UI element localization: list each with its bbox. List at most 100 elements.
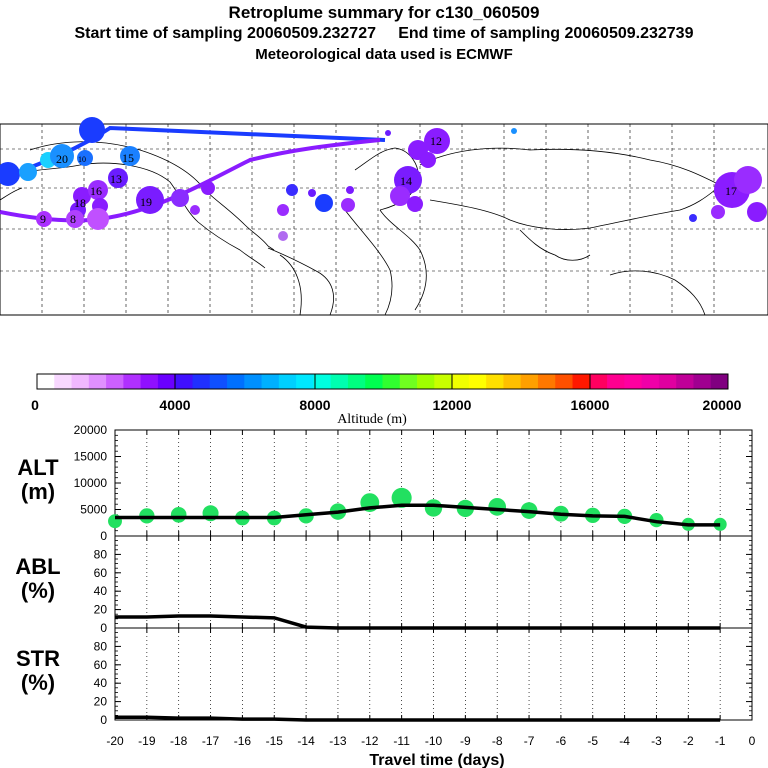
map-marker xyxy=(120,146,140,166)
y-tick-label: 0 xyxy=(100,713,107,727)
colorbar-cell xyxy=(486,374,504,389)
map-marker xyxy=(734,166,762,194)
map-label-15: 15 xyxy=(122,151,134,165)
colorbar-cell xyxy=(157,374,176,389)
map-marker xyxy=(390,186,410,206)
map-marker xyxy=(190,205,200,215)
map-marker xyxy=(88,180,108,200)
panel-ylabel: ALT xyxy=(17,455,59,480)
map-marker xyxy=(385,130,391,136)
map-label-14: 14 xyxy=(400,174,412,188)
alt-median-line xyxy=(115,503,721,527)
x-tick-label: -19 xyxy=(138,734,156,748)
colorbar-tick: 20000 xyxy=(703,397,742,413)
colorbar-cell xyxy=(209,374,228,389)
map-marker xyxy=(315,194,333,212)
panel-alt: 20000 15000 10000 5000 0 ALT(m) xyxy=(17,423,753,543)
met-data-text: Meteorological data used is ECMWF xyxy=(255,46,513,63)
colorbar-cell xyxy=(417,374,435,389)
colorbar-tick: 4000 xyxy=(159,397,190,413)
alt-point xyxy=(424,499,443,517)
colorbar-cell xyxy=(451,374,470,389)
map-marker xyxy=(73,187,91,205)
map-label-12: 12 xyxy=(430,134,442,148)
map-marker xyxy=(36,211,52,227)
panel-str: 80 60 40 20 0 STR(%) xyxy=(16,627,753,727)
map-label-19: 19 xyxy=(140,195,152,209)
y-tick-label: 60 xyxy=(94,658,108,672)
colorbar-tick: 0 xyxy=(31,397,39,413)
colorbar-cell xyxy=(503,374,522,389)
colorbar-cell xyxy=(106,374,124,389)
y-tick-label: 40 xyxy=(94,584,108,598)
panel-ylabel: (%) xyxy=(21,670,55,695)
map-marker xyxy=(689,214,697,222)
map-marker xyxy=(136,186,164,214)
alt-point xyxy=(170,507,187,523)
x-tick-label: -10 xyxy=(425,734,443,748)
map-marker xyxy=(286,184,298,196)
map-marker xyxy=(424,128,450,154)
colorbar-cell xyxy=(434,374,453,389)
y-tick-label: 20000 xyxy=(74,423,108,437)
map-marker xyxy=(79,117,105,143)
colorbar-cell xyxy=(278,374,297,389)
map-label-16: 16 xyxy=(90,184,102,198)
colorbar-cell xyxy=(399,374,418,389)
colorbar-cell xyxy=(658,374,677,389)
map-marker xyxy=(308,189,316,197)
colorbar-cell xyxy=(710,374,729,389)
colorbar-frame xyxy=(36,373,729,390)
map-marker xyxy=(0,162,20,186)
x-tick-label: -15 xyxy=(266,734,284,748)
colorbar-cell xyxy=(88,374,107,389)
alt-point xyxy=(488,498,507,516)
y-tick-label: 5000 xyxy=(80,503,107,517)
map-marker xyxy=(50,144,74,168)
x-tick-label: -4 xyxy=(619,734,630,748)
sampling-time-text: Start time of sampling 20060509.232727 E… xyxy=(74,25,694,42)
map-marker xyxy=(420,152,436,168)
colorbar-cell xyxy=(468,374,487,389)
colorbar-cell xyxy=(624,374,643,389)
map-marker xyxy=(278,231,288,241)
panel-frame xyxy=(114,627,753,721)
colorbar-cell xyxy=(227,374,245,389)
map-label-9: 9 xyxy=(40,212,46,226)
altitude-colorbar: 0 4000 8000 12000 16000 20000 Altitude (… xyxy=(31,373,742,427)
map-marker xyxy=(407,196,423,212)
x-tick-label: -20 xyxy=(106,734,124,748)
map-marker xyxy=(108,168,128,188)
colorbar-cell xyxy=(330,374,349,389)
map-marker xyxy=(66,210,84,228)
chart-title: Retroplume summary for c130_060509 xyxy=(228,3,540,22)
colorbar-cell xyxy=(520,374,539,389)
map-marker xyxy=(277,204,289,216)
x-tick-label: -12 xyxy=(361,734,379,748)
colorbar-tick: 12000 xyxy=(433,397,472,413)
x-tick-label: -16 xyxy=(234,734,252,748)
map-label-10: 10 xyxy=(78,155,86,164)
colorbar-ticks: 0 4000 8000 12000 16000 20000 xyxy=(31,397,742,413)
colorbar-cell xyxy=(607,374,625,389)
y-tick-label: 0 xyxy=(100,529,107,543)
map-marker xyxy=(87,208,109,230)
x-tick-label: -3 xyxy=(651,734,662,748)
colorbar-cell xyxy=(382,374,401,389)
colorbar-cell xyxy=(641,374,660,389)
alt-point xyxy=(391,487,412,508)
map-marker xyxy=(346,186,354,194)
x-tick-label: -6 xyxy=(556,734,567,748)
x-tick-label: -18 xyxy=(170,734,188,748)
map-marker xyxy=(171,189,189,207)
y-tick-label: 20 xyxy=(94,695,108,709)
panel-ylabel: ABL xyxy=(15,554,60,579)
x-tick-label: -14 xyxy=(297,734,315,748)
trajectory-markers xyxy=(0,117,767,241)
colorbar-cell xyxy=(347,374,366,389)
colorbar-cell xyxy=(296,374,314,389)
colorbar-cells xyxy=(37,374,729,389)
colorbar-cell xyxy=(123,374,142,389)
x-tick-label: -8 xyxy=(492,734,503,748)
